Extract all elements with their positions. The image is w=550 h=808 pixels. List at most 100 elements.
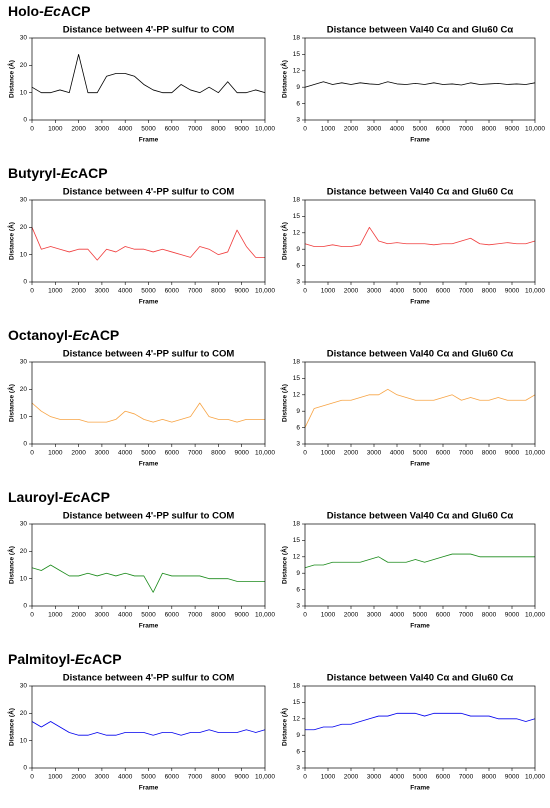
plot-frame (31, 199, 266, 283)
x-tick-label: 9000 (234, 450, 249, 457)
chart: Distance between 4'-PP sulfur to COM Dist… (7, 25, 276, 144)
x-tick-label: 2000 (71, 288, 86, 295)
x-tick-label: 3000 (95, 126, 110, 133)
panel-title-suffix: ACP (78, 165, 108, 181)
y-tick-label: 18 (293, 197, 301, 204)
x-axis-label: Frame (139, 137, 159, 144)
y-tick-label: 3 (296, 117, 300, 124)
x-tick-label: 4000 (390, 612, 405, 619)
y-axis-label: Distance (Å) (7, 60, 16, 98)
x-tick-label: 5000 (413, 450, 428, 457)
x-tick-label: 9000 (234, 288, 249, 295)
x-tick-label: 0 (303, 450, 307, 457)
chart-title: Distance between Val40 Cα and Glu60 Cα (327, 187, 514, 198)
data-line (304, 226, 536, 247)
x-tick-label: 6000 (165, 126, 180, 133)
x-tick-label: 4000 (390, 774, 405, 781)
y-axis-label: Distance (Å) (7, 546, 16, 584)
chart-title: Distance between 4'-PP sulfur to COM (63, 511, 235, 522)
x-tick-label: 2000 (344, 126, 359, 133)
x-tick-label: 1000 (48, 450, 63, 457)
panel-title-suffix: ACP (61, 3, 91, 19)
y-tick-label: 9 (296, 570, 300, 577)
x-tick-label: 5000 (141, 450, 156, 457)
x-tick-label: 6000 (436, 450, 451, 457)
x-tick-label: 5000 (413, 288, 428, 295)
y-tick-label: 12 (293, 392, 301, 399)
y-tick-label: 15 (293, 375, 301, 382)
y-tick-label: 20 (20, 710, 28, 717)
y-tick-label: 3 (296, 765, 300, 772)
x-tick-label: 6000 (165, 774, 180, 781)
x-tick-label: 0 (303, 774, 307, 781)
x-tick-label: 0 (30, 612, 34, 619)
y-tick-label: 9 (296, 246, 300, 253)
x-tick-label: 10,000 (525, 288, 545, 295)
x-tick-label: 2000 (344, 774, 359, 781)
data-line (304, 388, 536, 428)
x-tick-label: 2000 (71, 450, 86, 457)
panel-title-italic: Ec (61, 165, 78, 181)
x-tick-label: 5000 (413, 774, 428, 781)
x-tick-label: 9000 (505, 774, 520, 781)
x-tick-label: 4000 (390, 450, 405, 457)
y-tick-label: 6 (296, 424, 300, 431)
panel-title-prefix: Octanoyl- (8, 327, 73, 343)
panel-title-suffix: ACP (92, 651, 122, 667)
x-tick-label: 8000 (482, 774, 497, 781)
y-tick-label: 10 (20, 575, 28, 582)
y-tick-label: 30 (20, 521, 28, 528)
y-tick-label: 30 (20, 35, 28, 42)
data-line (31, 402, 265, 423)
y-tick-label: 0 (23, 603, 27, 610)
x-tick-label: 9000 (505, 126, 520, 133)
x-tick-label: 8000 (482, 612, 497, 619)
plot-frame (304, 37, 536, 121)
x-tick-label: 9000 (234, 126, 249, 133)
x-tick-label: 10,000 (255, 126, 275, 133)
x-tick-label: 7000 (188, 126, 203, 133)
y-tick-label: 6 (296, 586, 300, 593)
x-tick-label: 9000 (234, 774, 249, 781)
chart-title: Distance between Val40 Cα and Glu60 Cα (327, 349, 514, 360)
y-tick-label: 6 (296, 748, 300, 755)
plot-frame (304, 361, 536, 445)
x-tick-label: 3000 (95, 288, 110, 295)
x-tick-label: 8000 (211, 612, 226, 619)
x-tick-label: 5000 (413, 612, 428, 619)
x-tick-label: 5000 (413, 126, 428, 133)
x-tick-label: 10,000 (525, 450, 545, 457)
x-tick-label: 1000 (48, 612, 63, 619)
data-line (305, 712, 536, 731)
x-axis-label: Frame (410, 461, 430, 468)
x-axis-label: Frame (410, 623, 430, 630)
y-tick-label: 12 (293, 716, 301, 723)
x-tick-label: 8000 (482, 450, 497, 457)
x-tick-label: 3000 (367, 450, 382, 457)
x-tick-label: 8000 (482, 288, 497, 295)
y-tick-label: 12 (293, 68, 301, 75)
x-axis-label: Frame (139, 623, 159, 630)
y-axis-label: Distance (Å) (280, 546, 289, 584)
y-tick-label: 30 (20, 359, 28, 366)
x-tick-label: 3000 (367, 774, 382, 781)
panel-title-suffix: ACP (80, 489, 110, 505)
x-tick-label: 0 (30, 450, 34, 457)
x-tick-label: 6000 (436, 288, 451, 295)
y-tick-label: 6 (296, 100, 300, 107)
x-tick-label: 0 (303, 288, 307, 295)
x-tick-label: 3000 (367, 126, 382, 133)
panel-title-italic: Ec (75, 651, 92, 667)
data-line (31, 564, 265, 593)
x-tick-label: 9000 (505, 450, 520, 457)
x-tick-label: 6000 (165, 450, 180, 457)
chart-title: Distance between 4'-PP sulfur to COM (63, 349, 235, 360)
y-tick-label: 15 (293, 51, 301, 58)
x-tick-label: 7000 (459, 126, 474, 133)
x-tick-label: 8000 (211, 288, 226, 295)
panel-title-suffix: ACP (90, 327, 120, 343)
y-tick-label: 9 (296, 732, 300, 739)
x-tick-label: 6000 (165, 612, 180, 619)
chart: Distance between Val40 Cα and Glu60 Cα Di… (280, 25, 546, 144)
x-tick-label: 7000 (188, 450, 203, 457)
